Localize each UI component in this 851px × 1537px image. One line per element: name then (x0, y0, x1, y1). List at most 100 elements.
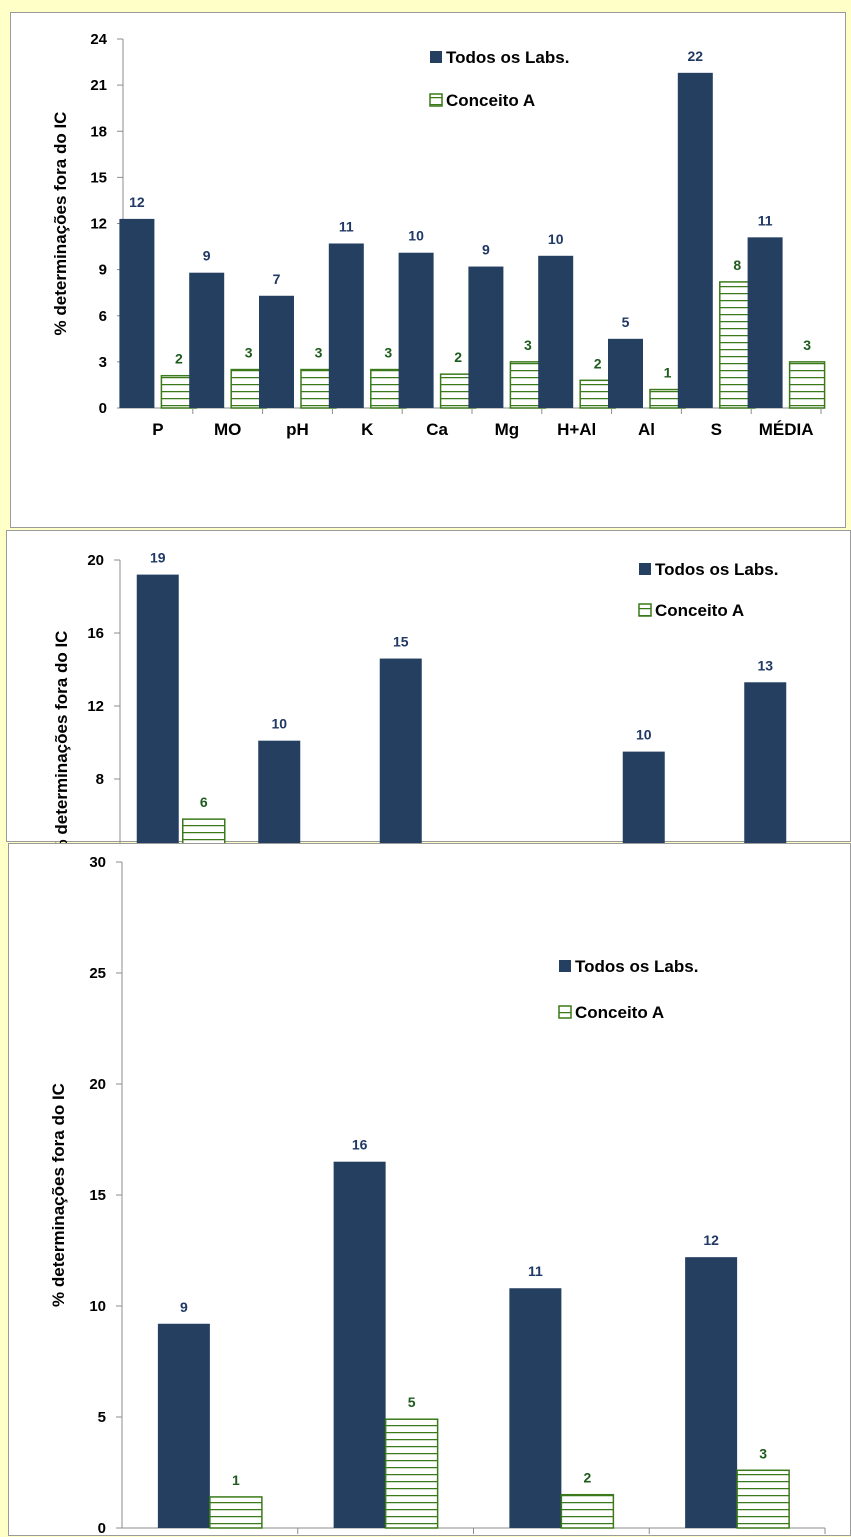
bar-todos-os-labs (509, 1288, 562, 1528)
data-label-todos-os-labs: 12 (129, 194, 145, 210)
bar-todos-os-labs (538, 255, 574, 408)
category-label: MO (214, 420, 241, 439)
legend-label-todos-os-labs: Todos os Labs. (655, 560, 778, 579)
bar-conceito-a (209, 1496, 263, 1529)
category-label: MÉDIA (759, 420, 814, 439)
y-tick-label: 20 (89, 1076, 106, 1093)
category-label: S (711, 420, 722, 439)
data-label-todos-os-labs: 10 (548, 231, 564, 247)
y-tick-label: 15 (90, 169, 107, 186)
y-tick-label: 9 (99, 262, 107, 279)
data-label-conceito-a: 3 (315, 345, 323, 361)
category-label: Ca (426, 420, 448, 439)
category-label: pH (286, 420, 309, 439)
data-label-conceito-a: 2 (454, 349, 462, 365)
y-tick-label: 24 (90, 31, 107, 48)
data-label-conceito-a: 2 (175, 351, 183, 367)
bar-todos-os-labs (468, 266, 504, 408)
y-axis-label: % determinações fora do IC (49, 1083, 68, 1307)
y-tick-label: 15 (89, 1187, 106, 1204)
y-tick-label: 20 (87, 552, 104, 569)
category-label: P (152, 420, 163, 439)
y-tick-label: 30 (89, 854, 106, 871)
data-label-todos-os-labs: 9 (203, 248, 211, 264)
bar-todos-os-labs (608, 338, 643, 408)
legend-label-conceito-a: Conceito A (446, 91, 535, 110)
data-label-todos-os-labs: 10 (271, 716, 287, 732)
y-tick-label: 12 (90, 216, 107, 233)
chart-panel-2: 048121620% determinações fora do ICB196C… (6, 530, 851, 937)
legend-swatch-conceito-a (558, 1005, 572, 1019)
bar-todos-os-labs (119, 218, 155, 408)
data-label-conceito-a: 2 (583, 1470, 591, 1486)
bar-todos-os-labs (157, 1323, 210, 1528)
legend-swatch-todos-os-labs (559, 960, 571, 972)
legend-swatch-todos-os-labs (639, 563, 651, 575)
data-label-todos-os-labs: 22 (688, 48, 704, 64)
data-label-todos-os-labs: 10 (636, 727, 652, 743)
y-tick-label: 5 (98, 1409, 106, 1426)
bar-chart-2: 048121620% determinações fora do ICB196C… (52, 550, 850, 937)
legend-swatch-conceito-a (638, 603, 652, 617)
bar-conceito-a (384, 1418, 439, 1529)
legend: Todos os Labs. Conceito A (558, 957, 698, 1022)
bar-conceito-a (788, 361, 826, 409)
legend-label-conceito-a: Conceito A (655, 601, 744, 620)
bar-todos-os-labs (677, 72, 713, 408)
data-label-todos-os-labs: 9 (180, 1299, 188, 1315)
category-label: K (361, 420, 374, 439)
legend: Todos os Labs. Conceito A (638, 560, 778, 620)
data-label-todos-os-labs: 16 (352, 1137, 368, 1153)
y-tick-label: 10 (89, 1298, 106, 1315)
data-label-todos-os-labs: 5 (622, 314, 630, 330)
y-tick-label: 21 (90, 77, 107, 94)
data-label-conceito-a: 6 (200, 794, 208, 810)
bar-todos-os-labs (189, 272, 225, 408)
data-label-conceito-a: 8 (733, 257, 741, 273)
y-tick-label: 18 (90, 123, 107, 140)
y-tick-label: 16 (87, 625, 104, 642)
bar-todos-os-labs (333, 1161, 386, 1528)
data-label-conceito-a: 3 (524, 337, 532, 353)
data-label-conceito-a: 2 (594, 355, 602, 371)
data-label-todos-os-labs: 11 (528, 1263, 543, 1279)
legend-swatch-todos-os-labs (430, 51, 442, 63)
data-label-todos-os-labs: 19 (150, 550, 166, 566)
data-label-conceito-a: 1 (232, 1472, 240, 1488)
data-label-todos-os-labs: 13 (757, 657, 773, 673)
y-tick-label: 0 (98, 1520, 106, 1537)
data-label-conceito-a: 3 (384, 345, 392, 361)
bar-todos-os-labs (398, 252, 434, 408)
y-tick-label: 3 (99, 354, 107, 371)
data-label-todos-os-labs: 7 (273, 271, 281, 287)
data-label-todos-os-labs: 9 (482, 242, 490, 258)
category-label: Al (638, 420, 655, 439)
bar-conceito-a (736, 1469, 790, 1529)
data-label-todos-os-labs: 11 (339, 218, 354, 234)
data-label-todos-os-labs: 15 (393, 634, 409, 650)
data-label-conceito-a: 3 (759, 1445, 767, 1461)
y-tick-label: 0 (99, 400, 107, 417)
bar-todos-os-labs (328, 243, 364, 408)
category-label: Mg (495, 420, 520, 439)
y-axis-label: % determinações fora do IC (52, 631, 71, 855)
y-tick-label: 8 (96, 771, 104, 788)
data-label-conceito-a: 3 (245, 345, 253, 361)
y-axis-label: % determinações fora do IC (51, 112, 70, 336)
legend-label-conceito-a: Conceito A (575, 1003, 664, 1022)
data-label-conceito-a: 1 (664, 365, 672, 381)
legend: Todos os Labs. Conceito A (429, 48, 569, 110)
chart-panel-1: 0 3 6 9 12 15 18 21 24% determinações fora do IC… (10, 12, 846, 528)
y-tick-label: 12 (87, 698, 104, 715)
y-tick-label: 6 (99, 308, 107, 325)
bar-todos-os-labs (685, 1257, 738, 1528)
legend-label-todos-os-labs: Todos os Labs. (575, 957, 698, 976)
bar-todos-os-labs (259, 295, 294, 408)
data-label-todos-os-labs: 12 (703, 1232, 719, 1248)
data-label-todos-os-labs: 11 (758, 212, 773, 228)
y-tick-label: 25 (89, 965, 106, 982)
bar-conceito-a (560, 1493, 615, 1529)
